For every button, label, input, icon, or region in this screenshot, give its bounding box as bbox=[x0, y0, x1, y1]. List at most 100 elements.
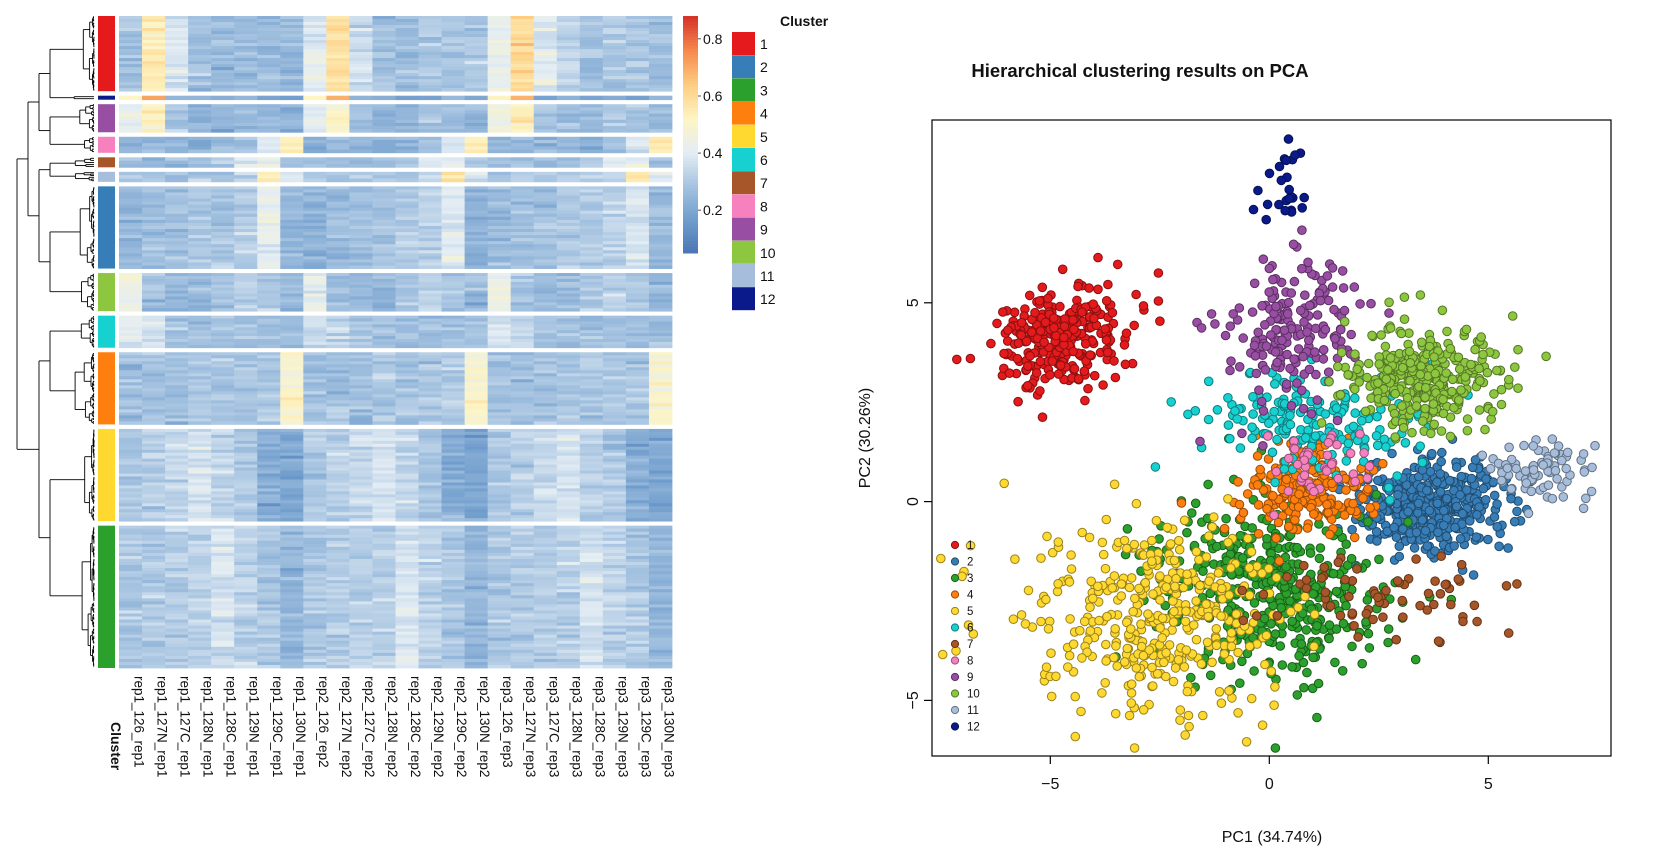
heatmap-cell bbox=[234, 95, 258, 101]
heatmap-cell bbox=[188, 34, 212, 38]
heatmap-cell bbox=[257, 616, 281, 620]
heatmap-cell bbox=[418, 49, 442, 53]
heatmap-cell bbox=[211, 265, 235, 269]
heatmap-cell bbox=[119, 284, 143, 289]
heatmap-cell bbox=[142, 315, 166, 319]
heatmap-cell bbox=[372, 85, 396, 89]
heatmap-cell bbox=[119, 643, 143, 648]
heatmap-cell bbox=[257, 247, 281, 251]
heatmap-cell bbox=[188, 370, 212, 374]
heatmap-cell bbox=[234, 31, 258, 35]
heatmap-cell bbox=[533, 262, 558, 266]
heatmap-cell bbox=[487, 22, 512, 26]
heatmap-cell bbox=[625, 415, 650, 419]
heatmap-cell bbox=[533, 321, 558, 325]
heatmap-cell bbox=[418, 290, 442, 294]
heatmap-cell bbox=[556, 515, 581, 519]
heatmap-cell bbox=[326, 488, 350, 492]
heatmap-cell bbox=[326, 192, 350, 196]
heatmap-cell bbox=[648, 216, 673, 221]
heatmap-cell bbox=[510, 385, 535, 389]
heatmap-cell bbox=[602, 400, 627, 404]
heatmap-cell bbox=[418, 119, 442, 124]
heatmap-cell bbox=[119, 385, 143, 389]
heatmap-cell bbox=[602, 318, 627, 322]
heatmap-cell bbox=[142, 364, 166, 368]
heatmap-cell bbox=[510, 73, 535, 77]
heatmap-cell bbox=[119, 16, 143, 20]
heatmap-cell bbox=[556, 163, 581, 168]
heatmap-cell bbox=[418, 284, 442, 289]
heatmap-cell bbox=[142, 352, 166, 356]
heatmap-cell bbox=[188, 333, 212, 337]
heatmap-cell bbox=[142, 157, 166, 162]
heatmap-cell bbox=[602, 376, 627, 380]
heatmap-cell bbox=[510, 338, 535, 343]
heatmap-cell bbox=[625, 394, 650, 398]
heatmap-cell bbox=[464, 330, 489, 334]
heatmap-cell bbox=[234, 22, 258, 26]
heatmap-cell bbox=[533, 273, 558, 277]
heatmap-cell bbox=[395, 126, 419, 130]
heatmap-cell bbox=[556, 446, 581, 451]
heatmap-cell bbox=[510, 201, 535, 206]
heatmap-cell bbox=[349, 198, 373, 202]
heatmap-cell bbox=[533, 213, 558, 218]
heatmap-cell bbox=[487, 40, 512, 44]
heatmap-cell bbox=[257, 494, 281, 498]
heatmap-cell bbox=[211, 440, 235, 445]
heatmap-cell bbox=[303, 253, 327, 257]
heatmap-cell bbox=[510, 324, 535, 328]
heatmap-cell bbox=[142, 534, 166, 539]
heatmap-cell bbox=[648, 19, 673, 23]
heatmap-cell bbox=[234, 637, 258, 642]
heatmap-cell bbox=[418, 126, 442, 130]
heatmap-cell bbox=[211, 467, 235, 471]
heatmap-cell bbox=[211, 592, 235, 596]
heatmap-cell bbox=[556, 241, 581, 245]
heatmap-cell bbox=[165, 88, 189, 92]
heatmap-cell bbox=[533, 192, 558, 196]
heatmap-cell bbox=[533, 305, 558, 309]
heatmap-cell bbox=[211, 61, 235, 65]
heatmap-cell bbox=[418, 488, 442, 492]
heatmap-cell bbox=[326, 28, 350, 32]
heatmap-cell bbox=[510, 64, 535, 68]
heatmap-cell bbox=[142, 204, 166, 209]
heatmap-cell bbox=[556, 95, 581, 101]
heatmap-cell bbox=[625, 470, 650, 474]
heatmap-cell bbox=[556, 476, 581, 480]
heatmap-cell bbox=[188, 379, 212, 383]
heatmap-cell bbox=[326, 321, 350, 325]
heatmap-cell bbox=[418, 250, 442, 254]
heatmap-cell bbox=[211, 643, 235, 648]
heatmap-cell bbox=[119, 479, 143, 483]
heatmap-cell bbox=[625, 446, 650, 451]
heatmap-cell bbox=[625, 305, 650, 309]
heatmap-cell bbox=[418, 434, 442, 439]
heatmap-cell bbox=[119, 273, 143, 277]
heatmap-cell bbox=[395, 73, 419, 77]
heatmap-cell bbox=[510, 455, 535, 460]
heatmap-cell bbox=[119, 95, 143, 101]
heatmap-cell bbox=[119, 318, 143, 322]
heatmap-cell bbox=[211, 610, 235, 614]
heatmap-cell bbox=[165, 518, 189, 522]
heatmap-cell bbox=[510, 341, 535, 346]
heatmap-cell bbox=[234, 531, 258, 536]
heatmap-cell bbox=[119, 604, 143, 608]
heatmap-cell bbox=[372, 443, 396, 448]
heatmap-cell bbox=[648, 235, 673, 239]
heatmap-cell bbox=[349, 119, 373, 124]
heatmap-cell bbox=[556, 418, 581, 422]
heatmap-cell bbox=[441, 58, 466, 62]
heatmap-cell bbox=[648, 160, 673, 165]
heatmap-cell bbox=[165, 397, 189, 401]
heatmap-cell bbox=[372, 394, 396, 398]
heatmap-cell bbox=[211, 616, 235, 620]
heatmap-cell bbox=[165, 583, 189, 587]
heatmap-body bbox=[119, 16, 673, 669]
heatmap-cell bbox=[257, 664, 281, 669]
heatmap-cell bbox=[303, 367, 327, 371]
heatmap-cell bbox=[234, 244, 258, 248]
